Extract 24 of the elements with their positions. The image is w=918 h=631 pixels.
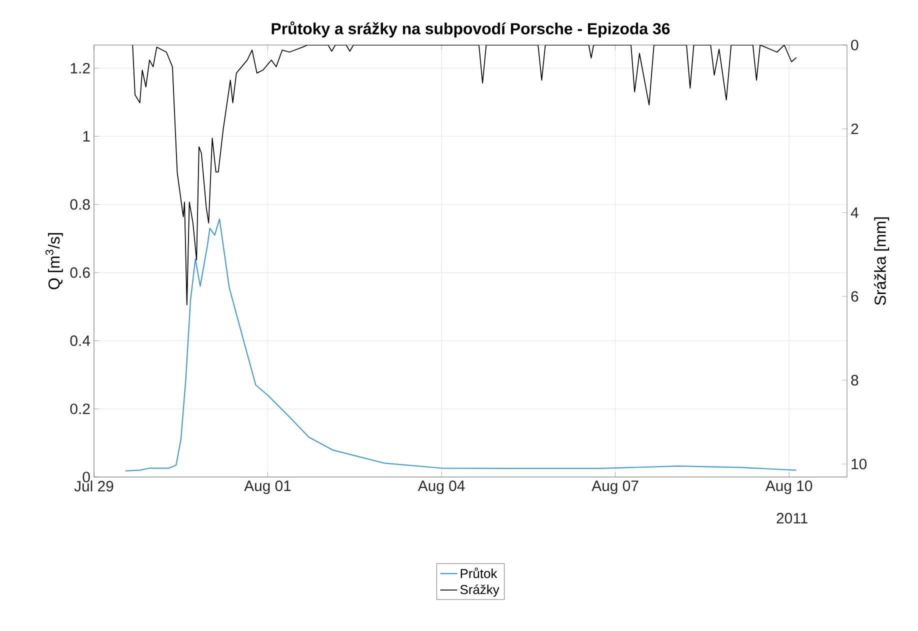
- x-tick-label: Aug 04: [418, 480, 465, 494]
- y2-tick-label: 8: [851, 374, 858, 386]
- y-tick-label: 0: [82, 472, 90, 482]
- y2-tick-label: 0: [851, 40, 858, 50]
- y2-tick-label: 10: [852, 458, 867, 470]
- y2-tick-label: 2: [851, 124, 858, 134]
- y-tick-label: 1: [83, 131, 90, 142]
- chart-title: Průtoky a srážky na subpovodí Porsche - Epizoda 36: [272, 21, 670, 38]
- y-tick-label: 0.2: [70, 404, 90, 414]
- y-tick-label: 0.8: [70, 199, 90, 210]
- y2-tick-label: 4: [850, 207, 858, 218]
- x-tick-label: Aug 10: [765, 480, 812, 494]
- y-tick-label: 0.4: [70, 335, 90, 346]
- x-tick-label: Jul 29: [74, 480, 114, 492]
- x-tick-label: Aug 07: [592, 480, 638, 494]
- y-axis-title: Q [m$^{3}$/s]: [46, 233, 63, 290]
- text: 2011: [776, 512, 808, 524]
- legend-label: Srážky: [460, 584, 500, 597]
- x-tick-label: Aug 01: [244, 480, 291, 494]
- legend-label: Průtok: [460, 568, 498, 578]
- y-tick-label: 0.6: [70, 267, 90, 278]
- y2-tick-label: 6: [851, 291, 858, 302]
- y-tick-label: 1.2: [70, 62, 90, 74]
- y2-axis-title: Srážka [mm]: [874, 217, 890, 306]
